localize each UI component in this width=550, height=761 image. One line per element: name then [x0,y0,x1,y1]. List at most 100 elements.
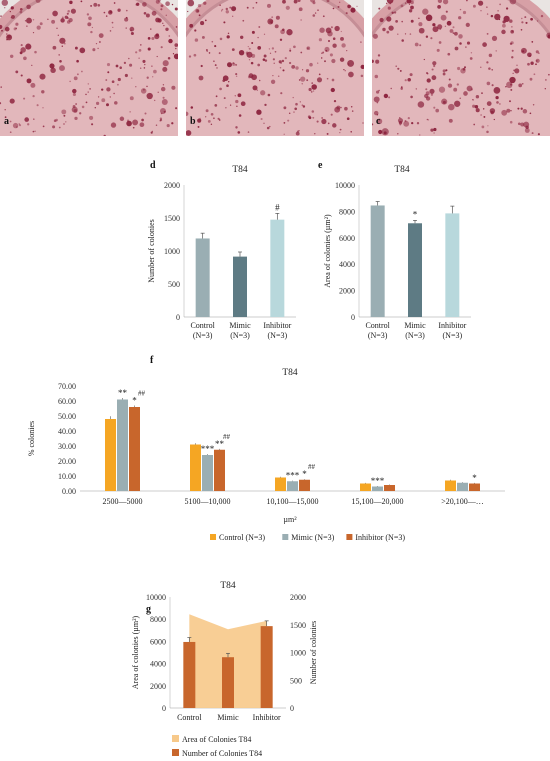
y-tick-label: 10000 [335,181,355,190]
colony-dot [188,55,192,58]
colony-dot [383,93,389,99]
colony-dot [397,133,399,135]
colony-dot [281,59,285,63]
colony-dot [26,17,32,24]
colony-dot [153,69,157,74]
colony-dot [478,0,484,6]
colony-dot [58,54,61,56]
colony-dot [548,73,550,76]
colony-dot [312,14,316,17]
y-tick-label: 8000 [339,207,355,216]
colony-dot [509,100,511,103]
colony-dot [90,30,93,34]
colony-dot [482,42,487,47]
colony-dot [142,59,146,63]
colony-dot [171,3,174,6]
colony-dot [266,126,270,130]
y-tick-label: 2000 [339,287,355,296]
chart-g: g T84 0 2000 4000 6000 8000 10000 0 500 1000 1500 20… [131,581,318,758]
colony-dot [330,26,333,29]
colony-dot [87,91,89,93]
colony-dot [432,23,436,27]
bar [275,477,286,491]
colony-dot [15,27,17,30]
colony-dot [139,67,142,69]
colony-dot [503,15,510,23]
colony-dot [129,96,134,101]
colony-dot [490,14,494,18]
colony-dot [446,20,452,26]
colony-dot [280,92,283,95]
colony-dot [333,99,337,103]
colony-dot [347,63,350,65]
colony-dot [462,10,467,15]
legend-label: Control (N=3) [219,533,265,542]
colony-dot [36,104,39,107]
y-tick-label: 20.00 [58,457,76,466]
colony-dot [486,13,489,15]
colony-dot [51,19,56,24]
colony-dot [246,53,248,55]
colony-dot [166,124,170,128]
colony-dot [267,93,271,97]
colony-dot [488,67,491,70]
colony-dot [454,100,461,107]
x-tick-label: 5100—10,000 [185,497,231,506]
colony-dot [438,41,442,44]
colony-dot [521,82,524,85]
colony-dot [505,85,507,88]
colony-dot [197,118,202,123]
colony-dot [326,77,329,80]
colony-dot [157,91,159,93]
colony-dot [199,117,201,120]
colony-dot [42,125,45,128]
colony-dot [16,126,18,128]
colony-dot [207,119,211,123]
colony-dot [399,69,402,72]
colony-dot [203,1,207,5]
colony-dot [505,7,509,10]
colony-dot [454,31,458,36]
colony-dot [20,47,26,53]
colony-dot [247,131,250,133]
colony-dot [340,106,342,109]
colony-dot [531,132,534,135]
colony-dot [529,77,533,81]
y-tick-label: 10.00 [58,472,76,481]
colony-dot [211,40,214,43]
colony-dot [527,62,530,66]
colony-dot [294,107,298,111]
colony-dot [80,0,83,3]
colony-dot [312,90,315,92]
colony-dot [293,45,296,49]
colony-dot [326,0,330,3]
colony-dot [200,64,203,68]
colony-dot [73,108,78,113]
colony-dot [376,118,383,125]
colony-dot [165,14,167,16]
colony-dot [264,59,268,62]
colony-dots [372,0,550,136]
colony-dot [95,101,100,106]
y-tick-label: 6000 [150,637,166,646]
colony-dot [360,74,364,78]
colony-dot [226,84,229,88]
colony-dot [263,122,265,125]
colony-dot [452,32,455,34]
bar [214,449,225,491]
colony-dot [35,0,41,3]
colony-dot [226,35,230,39]
colony-dot [139,122,145,128]
colony-dot [142,2,147,7]
colony-dot [109,30,112,32]
colony-dot [525,125,529,130]
colony-dot [293,0,298,4]
colony-dot [218,52,221,55]
colony-dot [81,70,83,73]
colony-dot [535,50,539,54]
colony-dot [530,17,533,21]
colony-dot [509,0,517,5]
colony-dot [36,25,41,30]
colony-dot [151,10,157,16]
colony-dot [440,14,447,21]
